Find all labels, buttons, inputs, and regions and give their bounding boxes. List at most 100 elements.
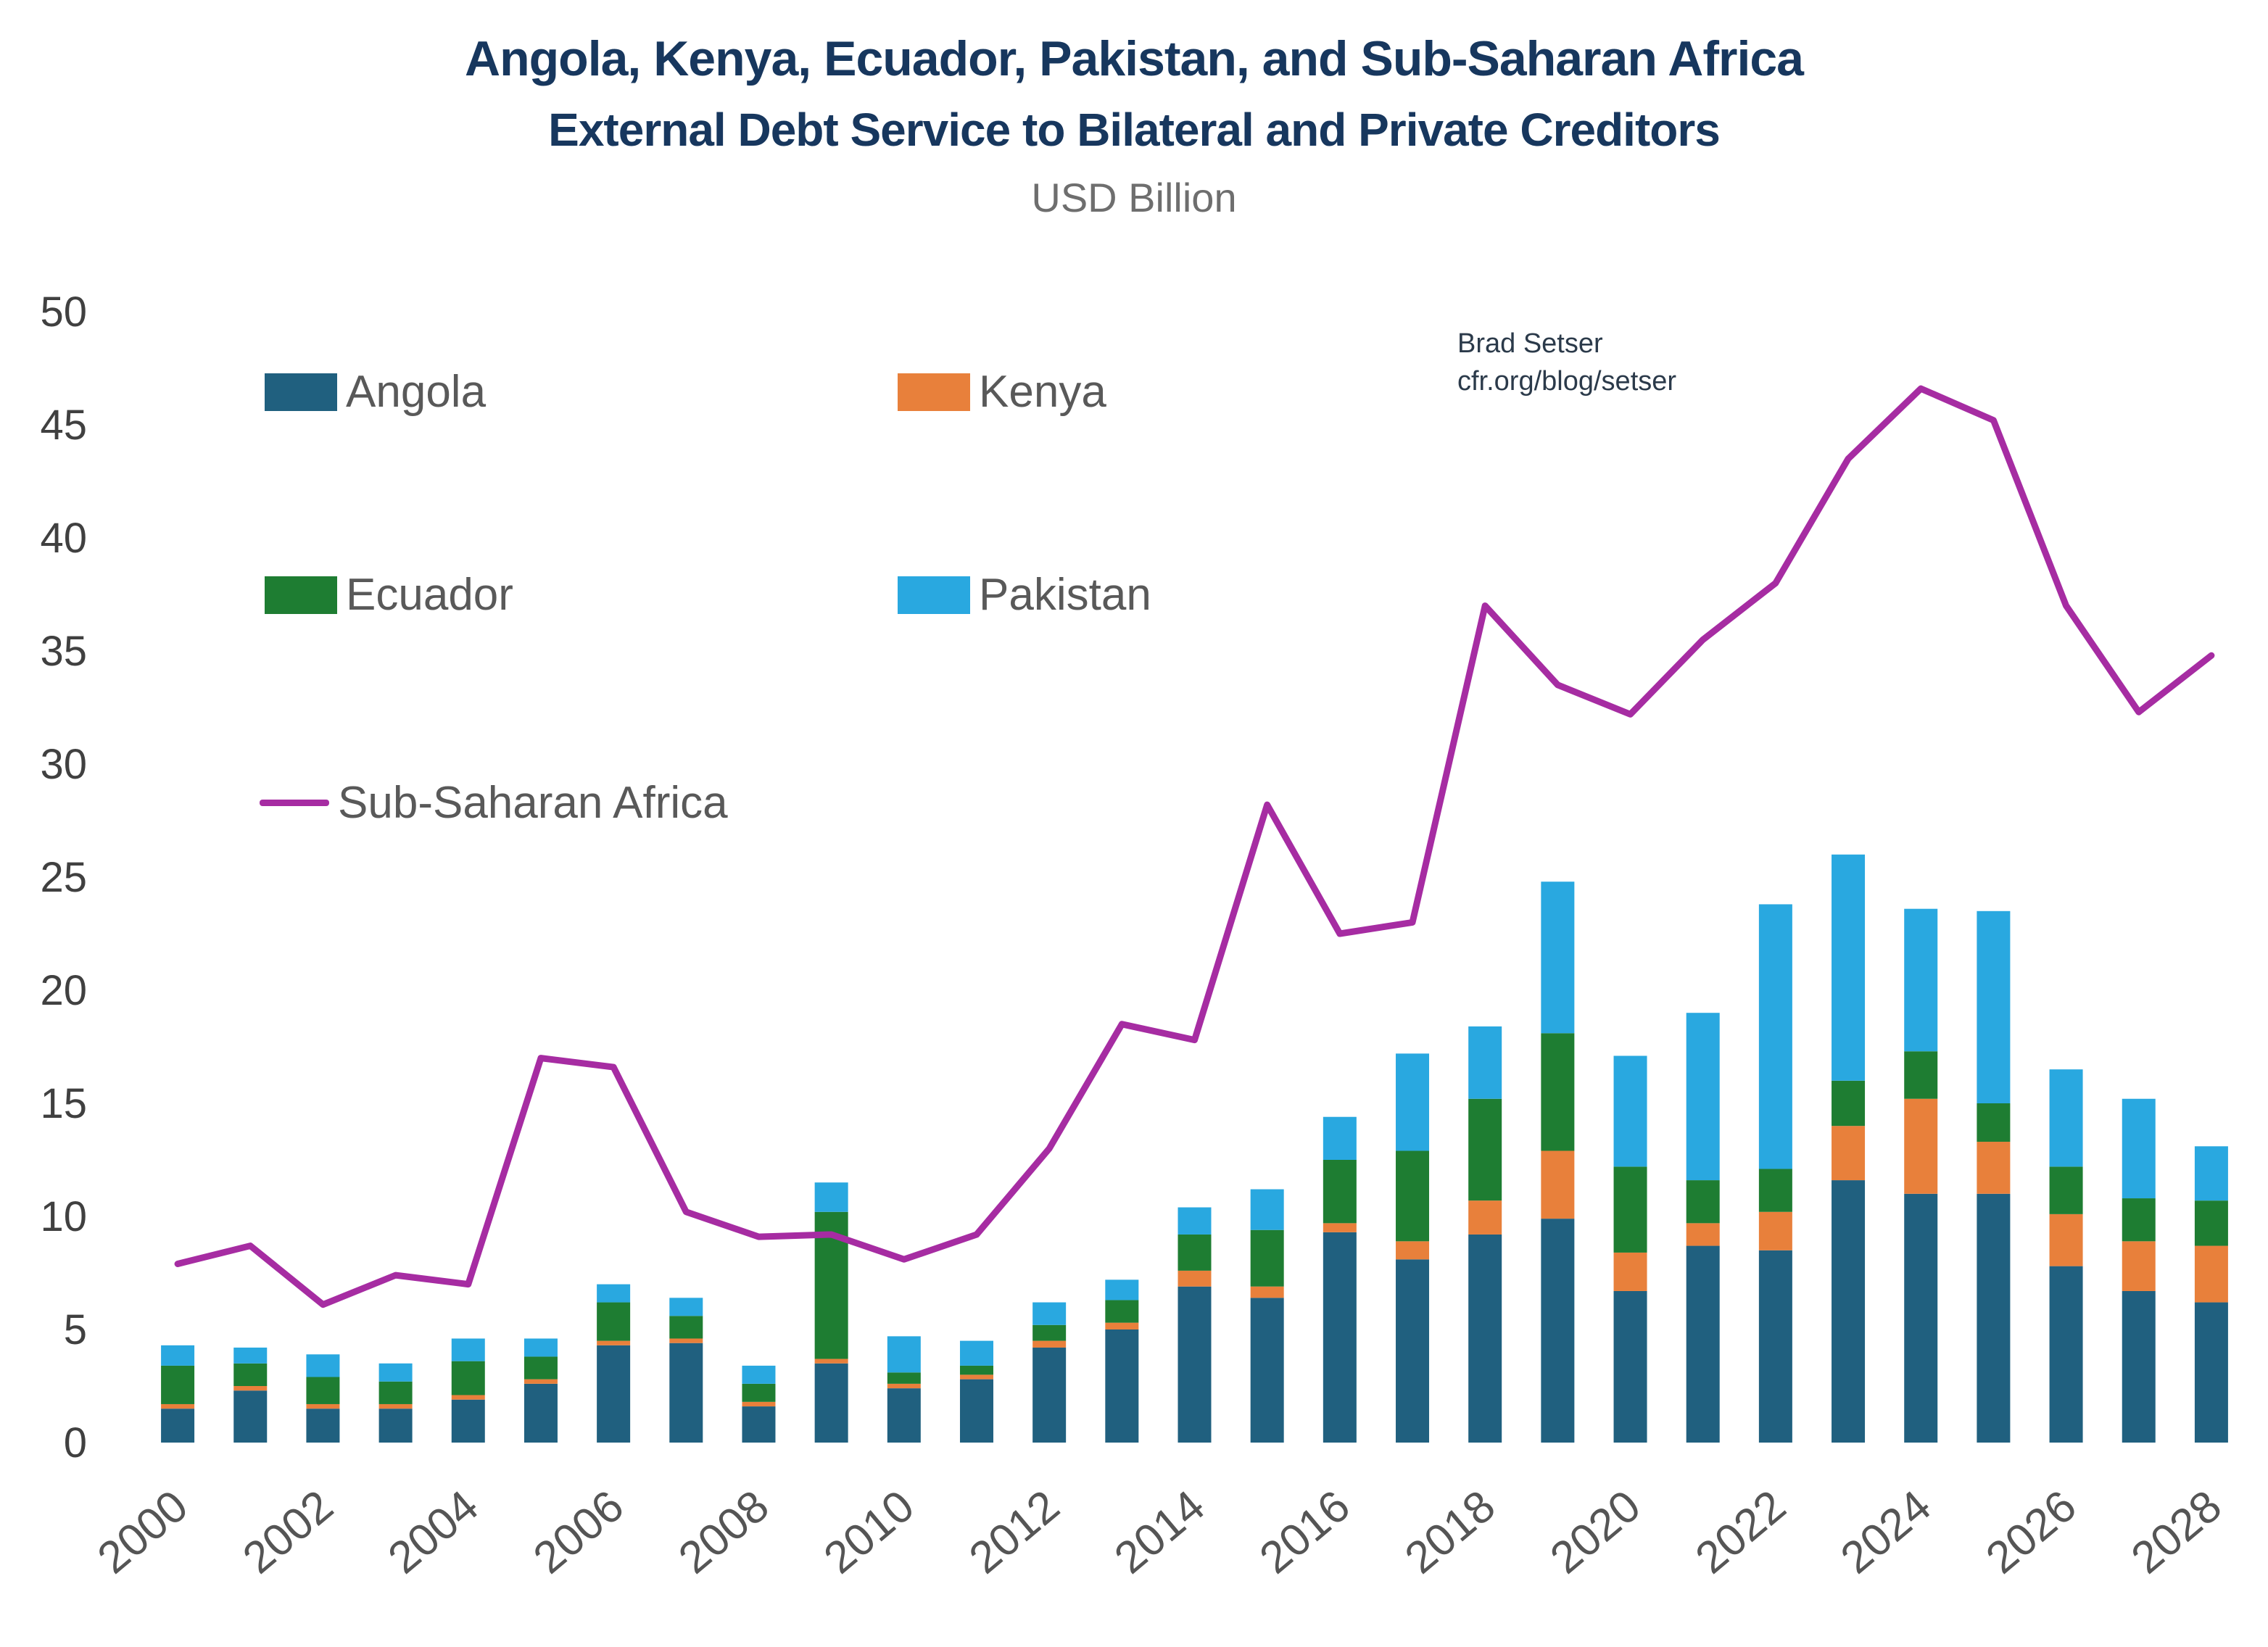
chart-units-label: USD Billion [1031,175,1237,220]
x-tick-label: 2012 [960,1481,1069,1584]
bar-segment-pakistan [1178,1207,1212,1235]
bar-segment-kenya [1468,1200,1502,1235]
bar-segment-angola [1758,1250,1792,1443]
bar-segment-angola [1396,1259,1430,1443]
y-tick-label: 25 [40,854,87,901]
x-tick-label: 2010 [815,1481,924,1584]
bar-segment-angola [1977,1193,2011,1443]
bar-segment-pakistan [378,1363,413,1382]
bar-segment-ecuador [451,1361,485,1395]
bar-segment-pakistan [959,1340,993,1366]
y-tick-label: 10 [40,1193,87,1240]
bar-segment-angola [451,1399,485,1443]
bar-segment-kenya [959,1374,993,1380]
bar-segment-ecuador [669,1316,703,1339]
bar-segment-kenya [1541,1150,1575,1219]
bar-segment-kenya [1032,1340,1067,1348]
x-tick-label: 2022 [1686,1481,1795,1584]
author-annotation: Brad Setser cfr.org/blog/setser [1457,325,1676,400]
bar-segment-pakistan [306,1354,340,1377]
bar-segment-ecuador [1323,1160,1357,1224]
legend-label-angola: Angola [346,367,487,417]
bar-segment-ecuador [959,1365,993,1375]
bar-segment-angola [1032,1347,1067,1443]
bar-segment-kenya [451,1395,485,1400]
bar-segment-angola [1105,1329,1139,1443]
bar-segment-kenya [742,1401,776,1407]
bar-segment-kenya [161,1403,195,1409]
bar-segment-angola [1613,1290,1647,1443]
bar-segment-kenya [233,1386,268,1391]
bar-segment-ecuador [161,1365,195,1404]
author-url: cfr.org/blog/setser [1457,366,1677,397]
bar-segment-pakistan [742,1365,776,1384]
y-tick-label: 20 [40,967,87,1014]
bar-segment-ecuador [2049,1166,2083,1214]
legend-item-sub-saharan-africa: Sub-Saharan Africa [260,777,728,829]
legend-item-ecuador: Ecuador [265,569,513,621]
bar-segment-angola [233,1390,268,1443]
bar-segment-ecuador [1250,1229,1284,1287]
x-tick-label: 2028 [2122,1481,2231,1584]
bar-segment-kenya [1105,1322,1139,1329]
bar-segment-pakistan [1396,1053,1430,1151]
bar-segment-ecuador [306,1377,340,1404]
angola-swatch-icon [265,373,337,411]
bar-segment-kenya [1323,1223,1357,1232]
bar-segment-ecuador [1832,1080,1866,1127]
x-tick-label: 2002 [233,1481,342,1584]
y-tick-label: 45 [40,402,87,449]
bar-segment-ecuador [1904,1051,1938,1099]
bar-segment-kenya [814,1358,848,1364]
bar-segment-angola [523,1383,558,1443]
bar-segment-pakistan [669,1298,703,1316]
bar-segment-kenya [597,1340,631,1345]
bar-segment-ecuador [1105,1300,1139,1323]
x-tick-label: 2006 [524,1481,633,1584]
bar-segment-ecuador [2122,1198,2156,1242]
bar-segment-pakistan [1686,1013,1720,1181]
bar-segment-kenya [2122,1241,2156,1291]
chart-title: Angola, Kenya, Ecuador, Pakistan, and Su… [464,31,1804,86]
bar-segment-pakistan [1541,881,1575,1034]
bar-segment-ecuador [1686,1180,1720,1224]
bar-segment-kenya [669,1338,703,1343]
ecuador-swatch-icon [265,576,337,614]
bar-segment-kenya [2194,1245,2228,1303]
bar-segment-pakistan [1032,1302,1067,1325]
bar-segment-kenya [1686,1223,1720,1246]
bar-segment-ecuador [1758,1169,1792,1212]
ssa-line-swatch-icon [260,800,329,806]
bar-segment-pakistan [2122,1098,2156,1199]
bar-segment-ecuador [523,1356,558,1380]
bar-segment-angola [1686,1245,1720,1443]
bar-segment-ecuador [597,1302,631,1341]
bar-segment-angola [2049,1266,2083,1443]
chart-subtitle: External Debt Service to Bilateral and P… [548,104,1721,156]
bar-segment-ecuador [1541,1033,1575,1151]
bar-segment-pakistan [1832,854,1866,1081]
bar-segment-angola [378,1409,413,1443]
bar-segment-angola [1323,1232,1357,1443]
bar-segment-pakistan [233,1347,268,1364]
bar-segment-pakistan [2049,1069,2083,1167]
bar-segment-kenya [1178,1270,1212,1287]
bar-segment-ecuador [1468,1098,1502,1201]
bar-segment-kenya [378,1403,413,1409]
bar-segment-ecuador [742,1383,776,1402]
bar-segment-kenya [2049,1214,2083,1266]
x-tick-label: 2024 [1832,1481,1940,1584]
legend-label-kenya: Kenya [979,367,1106,417]
bar-segment-angola [1178,1286,1212,1443]
bar-segment-ecuador [887,1372,921,1384]
legend-item-angola: Angola [265,366,486,418]
x-tick-label: 2000 [88,1481,197,1584]
bar-segment-kenya [1977,1142,2011,1194]
x-tick-label: 2026 [1977,1481,2086,1584]
bar-segment-ecuador [378,1381,413,1404]
bar-segment-kenya [523,1379,558,1384]
legend-item-pakistan: Pakistan [898,569,1151,621]
bar-segment-angola [1541,1219,1575,1443]
bar-segment-pakistan [1904,908,1938,1052]
